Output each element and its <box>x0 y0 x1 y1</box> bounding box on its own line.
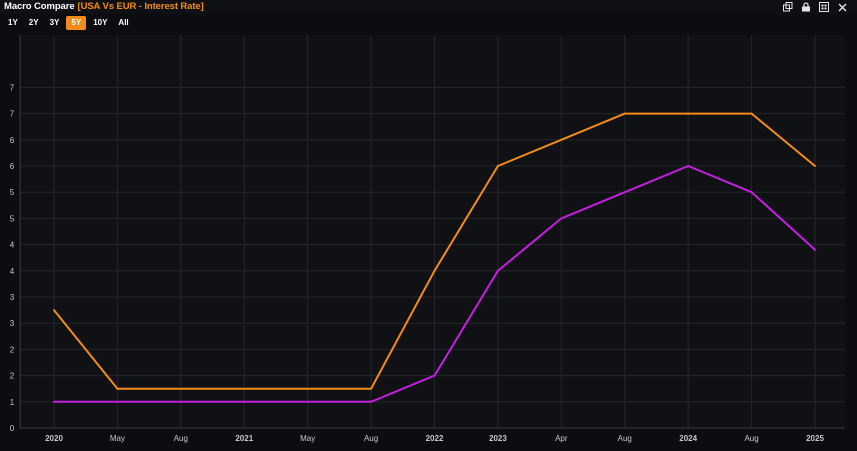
x-tick-label: May <box>300 434 315 443</box>
window-controls <box>779 1 851 13</box>
y-tick-label: 4 <box>10 267 15 276</box>
series-point <box>623 191 626 194</box>
x-tick-label: Aug <box>174 434 188 443</box>
y-tick-label: 4 <box>10 241 15 250</box>
range-button-3y[interactable]: 3Y <box>49 17 60 27</box>
range-button-2y[interactable]: 2Y <box>28 17 39 27</box>
series-point <box>179 387 182 390</box>
series-point <box>53 309 55 312</box>
series-point <box>560 217 563 220</box>
range-button-1y[interactable]: 1Y <box>8 17 18 27</box>
lock-icon[interactable] <box>797 1 815 13</box>
series-point <box>687 112 690 115</box>
series-point <box>814 248 816 251</box>
series-point <box>560 138 563 141</box>
series-point <box>116 387 119 390</box>
y-tick-label: 7 <box>10 83 15 92</box>
title-bar: Macro Compare [USA Vs EUR - Interest Rate… <box>0 0 857 14</box>
y-tick-label: 3 <box>10 293 15 302</box>
series-point <box>370 387 373 390</box>
y-tick-label: 7 <box>10 110 15 119</box>
y-tick-label: 5 <box>10 188 15 197</box>
x-tick-label: 2023 <box>489 434 507 443</box>
x-tick-label: Aug <box>744 434 758 443</box>
range-button-5y[interactable]: 5Y <box>66 15 87 30</box>
series-point <box>243 387 246 390</box>
x-tick-label: Aug <box>364 434 378 443</box>
series-point <box>687 165 690 167</box>
series-point <box>496 165 499 167</box>
y-tick-label: 6 <box>10 136 15 145</box>
y-tick-label: 1 <box>10 398 15 407</box>
series-point <box>623 112 626 115</box>
series-point <box>433 269 436 272</box>
y-tick-label: 2 <box>10 372 15 381</box>
x-tick-label: Aug <box>618 434 632 443</box>
series-point <box>306 400 309 403</box>
range-button-all[interactable]: All <box>118 17 129 27</box>
x-tick-label: 2021 <box>235 434 253 443</box>
series-point <box>370 400 373 403</box>
y-tick-label: 0 <box>10 424 15 433</box>
series-point <box>496 269 499 272</box>
widget-title-subtitle: [USA Vs EUR - Interest Rate] <box>77 1 204 12</box>
series-point <box>306 387 309 390</box>
x-tick-label: 2022 <box>426 434 444 443</box>
series-point <box>433 374 436 377</box>
plot-background <box>20 35 845 428</box>
series-point <box>179 400 182 403</box>
series-point <box>53 400 55 403</box>
x-tick-label: Apr <box>555 434 568 443</box>
series-point <box>814 165 816 167</box>
x-tick-label: 2020 <box>45 434 63 443</box>
range-selector: 1Y 2Y 3Y 5Y 10Y All <box>4 15 133 30</box>
y-tick-label: 5 <box>10 214 15 223</box>
y-tick-label: 2 <box>10 345 15 354</box>
popout-icon[interactable] <box>779 1 797 13</box>
series-point <box>116 400 119 403</box>
x-tick-label: May <box>110 434 125 443</box>
series-point <box>750 191 753 194</box>
series-point <box>243 400 246 403</box>
y-tick-label: 3 <box>10 319 15 328</box>
series-point <box>750 112 753 115</box>
close-icon[interactable] <box>833 1 851 13</box>
x-tick-label: 2025 <box>806 434 824 443</box>
widget-title: Macro Compare [USA Vs EUR - Interest Rate… <box>4 1 204 12</box>
x-tick-label: 2024 <box>679 434 697 443</box>
layout-icon[interactable] <box>815 1 833 13</box>
y-tick-label: 6 <box>10 162 15 171</box>
widget-title-main: Macro Compare <box>4 1 75 12</box>
range-button-10y[interactable]: 10Y <box>93 17 108 27</box>
